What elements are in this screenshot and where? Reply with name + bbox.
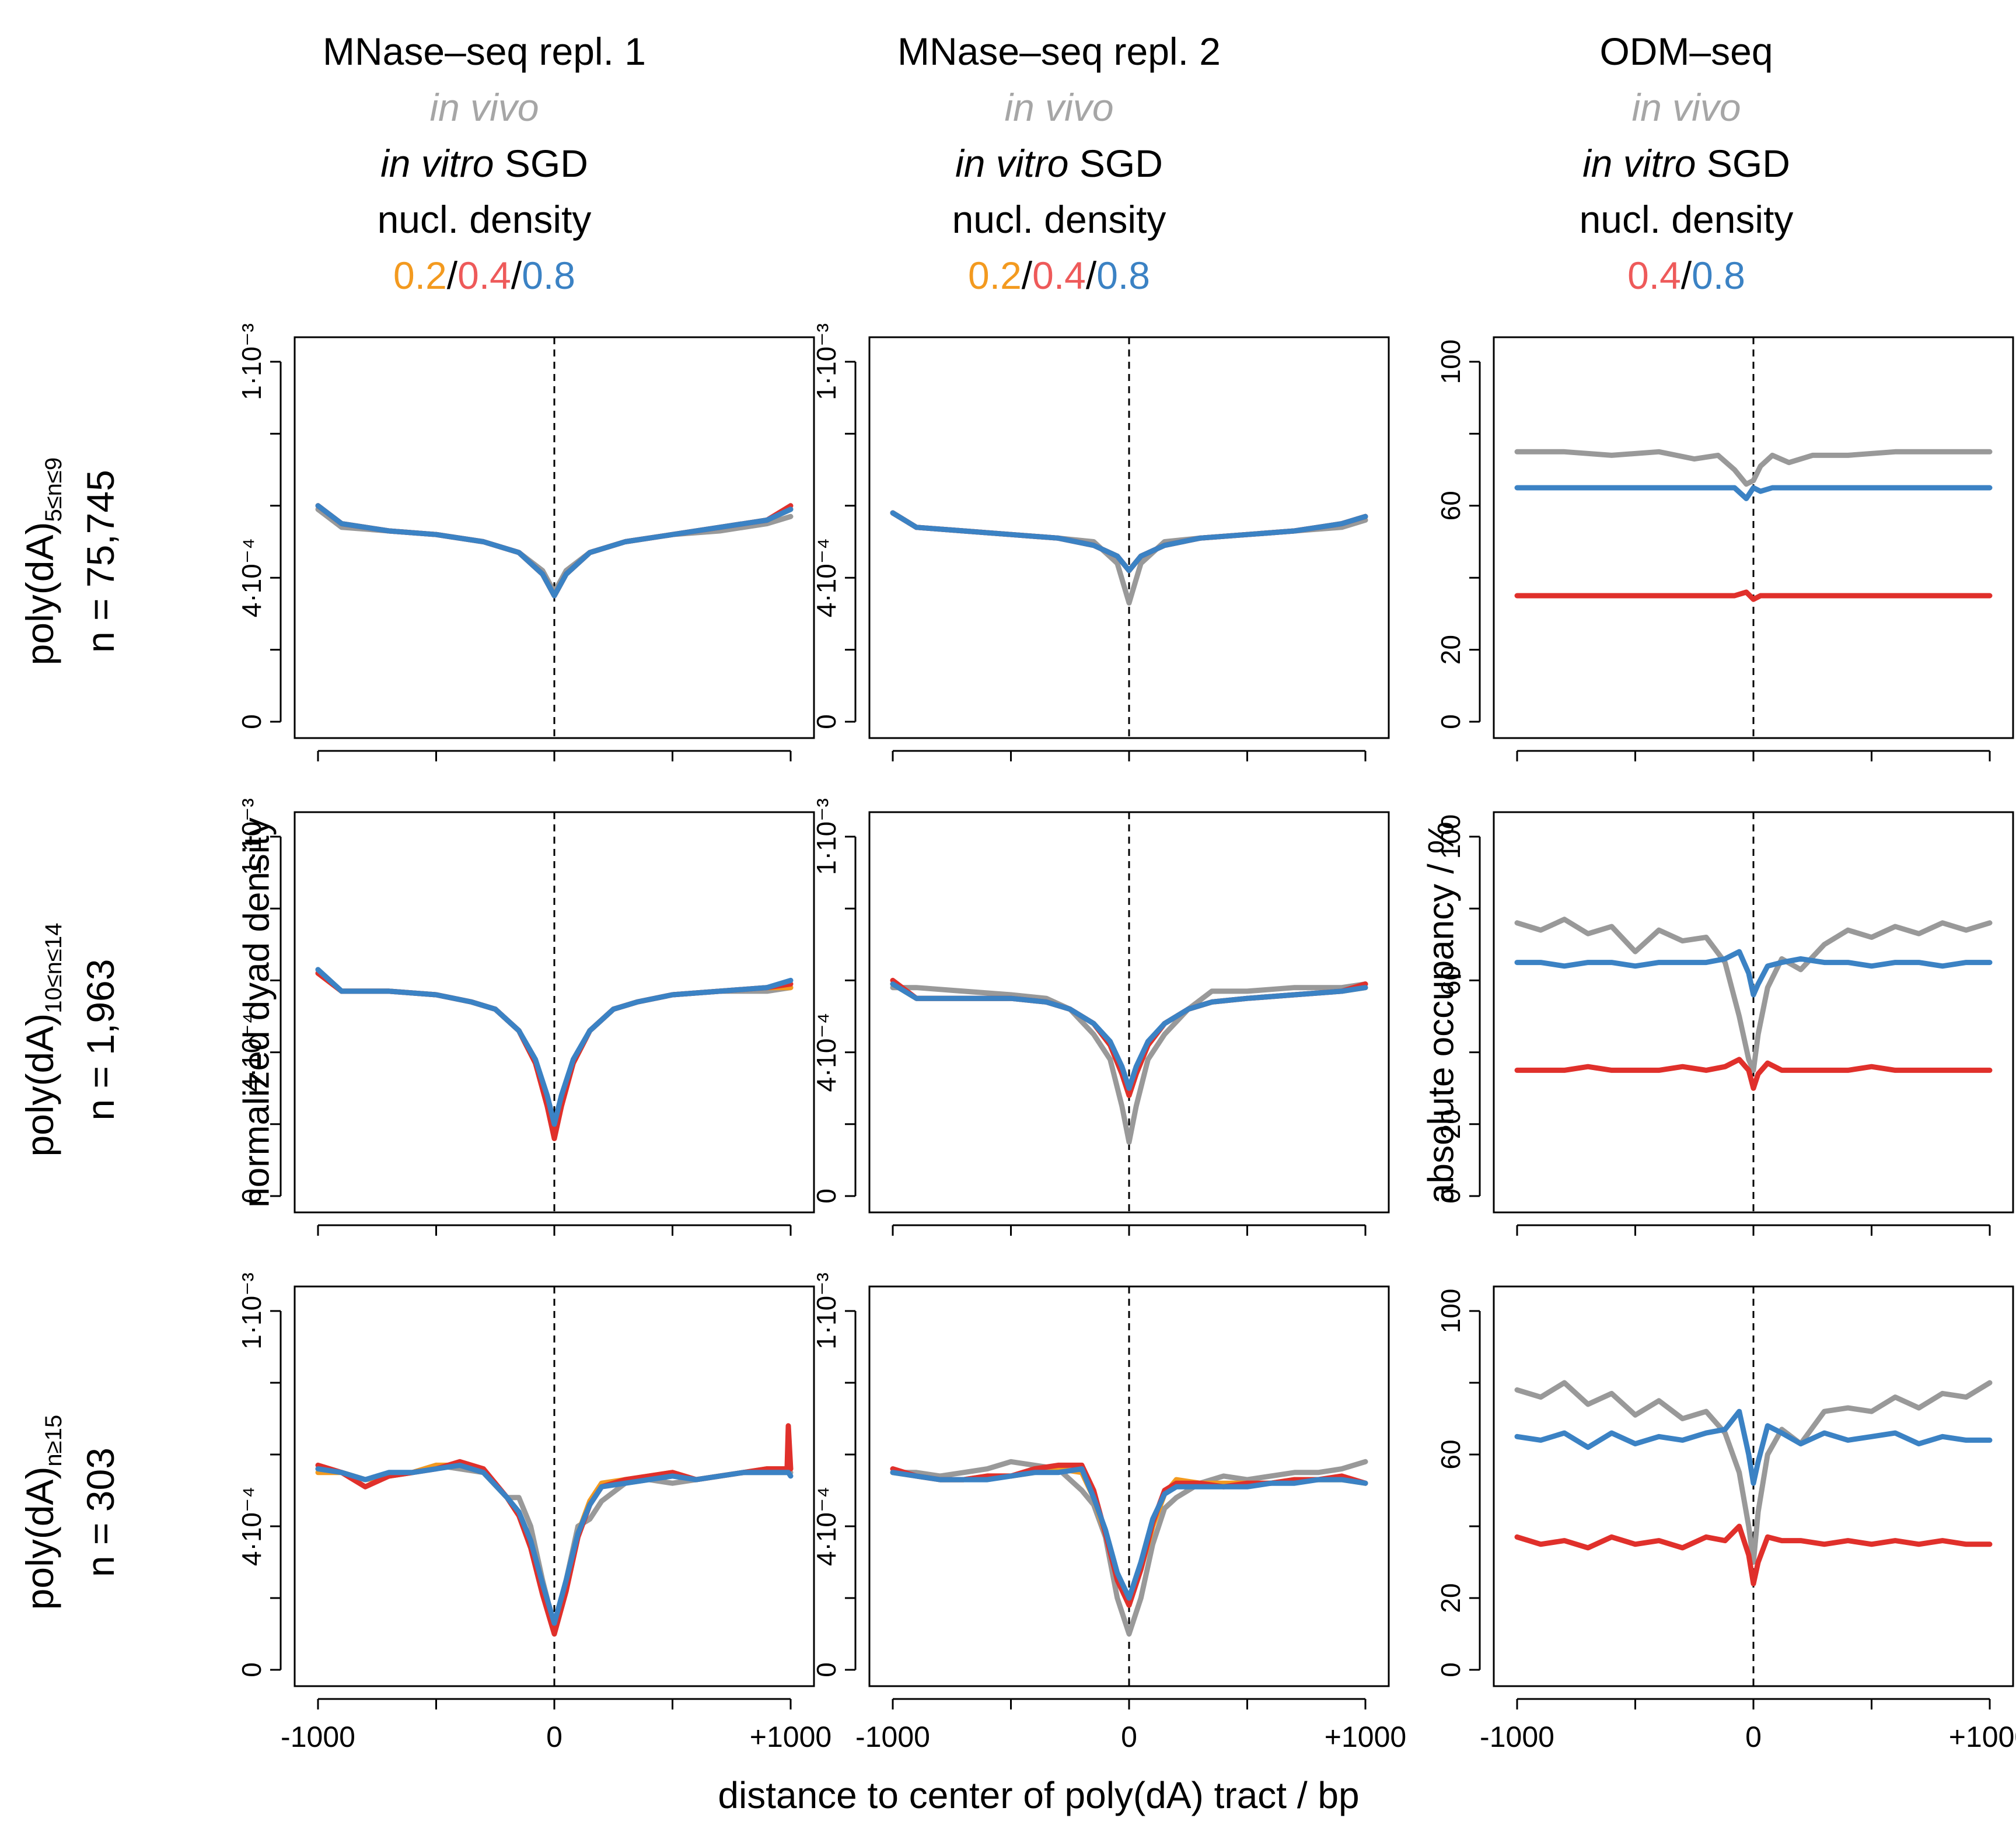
y-tick-label: 100 [1435, 340, 1466, 384]
y-tick-label: 60 [1435, 491, 1466, 520]
x-tick-label: 0 [1745, 1721, 1762, 1753]
y-tick-label: 1·10⁻³ [811, 323, 841, 400]
series-line-in-vivo [1514, 1380, 1993, 1565]
x-tick-label: +1000 [750, 1721, 831, 1753]
column-title: MNase–seq repl. 2 [897, 30, 1221, 73]
in-vitro-legend: in vitro SGD [380, 142, 588, 185]
series-line-in-vivo [890, 1459, 1368, 1637]
x-axis-title: distance to center of poly(dA) tract / b… [718, 1774, 1360, 1816]
x-tick-label: -1000 [1480, 1721, 1554, 1753]
x-tick-label: +1000 [1949, 1721, 2016, 1753]
column-header-3: ODM–seq in vivo in vitro SGD nucl. densi… [1395, 23, 1978, 303]
in-vitro-legend: in vitro SGD [1582, 142, 1790, 185]
density-legend: 0.2/0.4/0.8 [393, 254, 575, 297]
density-label: nucl. density [1579, 198, 1794, 241]
panel-row3-col1: -1000 0 +1000 0 4·10⁻⁴ 1·10⁻³ [236, 1272, 831, 1753]
y-tick-label: 20 [1435, 635, 1466, 665]
series-line-d08 [315, 967, 794, 1127]
y-tick-label: 0 [236, 1188, 267, 1204]
series-line-in-vivo [1514, 917, 1993, 1073]
series-line-d08 [890, 510, 1368, 574]
series-line-d04 [1514, 1523, 1993, 1586]
y-tick-label: 1·10⁻³ [811, 798, 841, 875]
series-line-d04 [1514, 589, 1993, 602]
series-line-d08 [890, 981, 1368, 1091]
series-line-d04 [1514, 1057, 1993, 1091]
y-tick-label: 0 [811, 1188, 841, 1204]
series-line-d08 [890, 1466, 1368, 1601]
panel-row1-col3: 0 20 60 100 [1435, 336, 2014, 761]
panel-row1-col2: 0 4·10⁻⁴ 1·10⁻³ [811, 323, 1390, 761]
y-tick-label: 100 [1435, 1289, 1466, 1334]
y-tick-label: 20 [1435, 1109, 1466, 1139]
y-tick-label: 4·10⁻⁴ [236, 1487, 267, 1566]
series-line-d08 [1514, 485, 1993, 501]
y-tick-label: 20 [1435, 1583, 1466, 1613]
density-label: nucl. density [377, 198, 592, 241]
x-tick-label: 0 [1121, 1721, 1137, 1753]
series-line-in-vivo [890, 981, 1368, 1145]
panel-row2-col1: 0 4·10⁻⁴ 1·10⁻³ [236, 798, 815, 1236]
x-tick-label: 0 [546, 1721, 562, 1753]
y-tick-label: 0 [236, 714, 267, 729]
y-tick-label: 0 [236, 1662, 267, 1677]
y-tick-label: 0 [811, 1662, 841, 1677]
in-vivo-legend: in vivo [429, 86, 539, 129]
x-tick-label: +1000 [1325, 1721, 1406, 1753]
column-title: MNase–seq repl. 1 [323, 30, 646, 73]
x-tick-label: -1000 [281, 1721, 355, 1753]
y-tick-label: 0 [811, 714, 841, 729]
panel-row2-col2: 0 4·10⁻⁴ 1·10⁻³ [811, 798, 1390, 1236]
panel-row3-col3: -1000 0 +1000 0 20 60 100 [1435, 1285, 2016, 1753]
y-tick-label: 1·10⁻³ [236, 323, 267, 400]
series-line-d04 [315, 1423, 794, 1637]
column-header-1: MNase–seq repl. 1 in vivo in vitro SGD n… [193, 23, 776, 303]
y-tick-label: 4·10⁻⁴ [236, 1013, 267, 1092]
y-tick-label: 4·10⁻⁴ [236, 538, 267, 617]
panel-row3-col2: -1000 0 +1000 0 4·10⁻⁴ 1·10⁻³ [811, 1272, 1406, 1753]
panel-row2-col3: 0 20 60 100 [1435, 811, 2014, 1236]
x-tick-label: -1000 [855, 1721, 930, 1753]
series-line-d08 [1514, 949, 1993, 998]
y-tick-label: 4·10⁻⁴ [811, 1487, 841, 1566]
y-tick-label: 4·10⁻⁴ [811, 1013, 841, 1092]
column-title: ODM–seq [1599, 30, 1773, 73]
y-tick-label: 0 [1435, 714, 1466, 729]
density-legend: 0.4/0.8 [1627, 254, 1745, 297]
y-tick-label: 60 [1435, 966, 1466, 995]
y-tick-label: 1·10⁻³ [811, 1272, 841, 1349]
in-vitro-legend: in vitro SGD [955, 142, 1163, 185]
y-tick-label: 100 [1435, 814, 1466, 859]
series-line-d08 [1514, 1408, 1993, 1486]
y-tick-label: 4·10⁻⁴ [811, 538, 841, 617]
panel-row1-col1: 0 4·10⁻⁴ 1·10⁻³ [236, 323, 815, 761]
y-tick-label: 0 [1435, 1188, 1466, 1204]
y-tick-label: 0 [1435, 1662, 1466, 1677]
y-tick-label: 1·10⁻³ [236, 798, 267, 875]
y-tick-label: 1·10⁻³ [236, 1272, 267, 1349]
in-vivo-legend: in vivo [1631, 86, 1741, 129]
series-line-in-vivo [1514, 449, 1993, 487]
series-line-d08 [315, 1462, 794, 1626]
density-legend: 0.2/0.4/0.8 [968, 254, 1150, 297]
column-header-2: MNase–seq repl. 2 in vivo in vitro SGD n… [767, 23, 1351, 303]
density-label: nucl. density [952, 198, 1166, 241]
y-tick-label: 60 [1435, 1439, 1466, 1469]
series-line-d08 [315, 503, 794, 599]
in-vivo-legend: in vivo [1004, 86, 1114, 129]
